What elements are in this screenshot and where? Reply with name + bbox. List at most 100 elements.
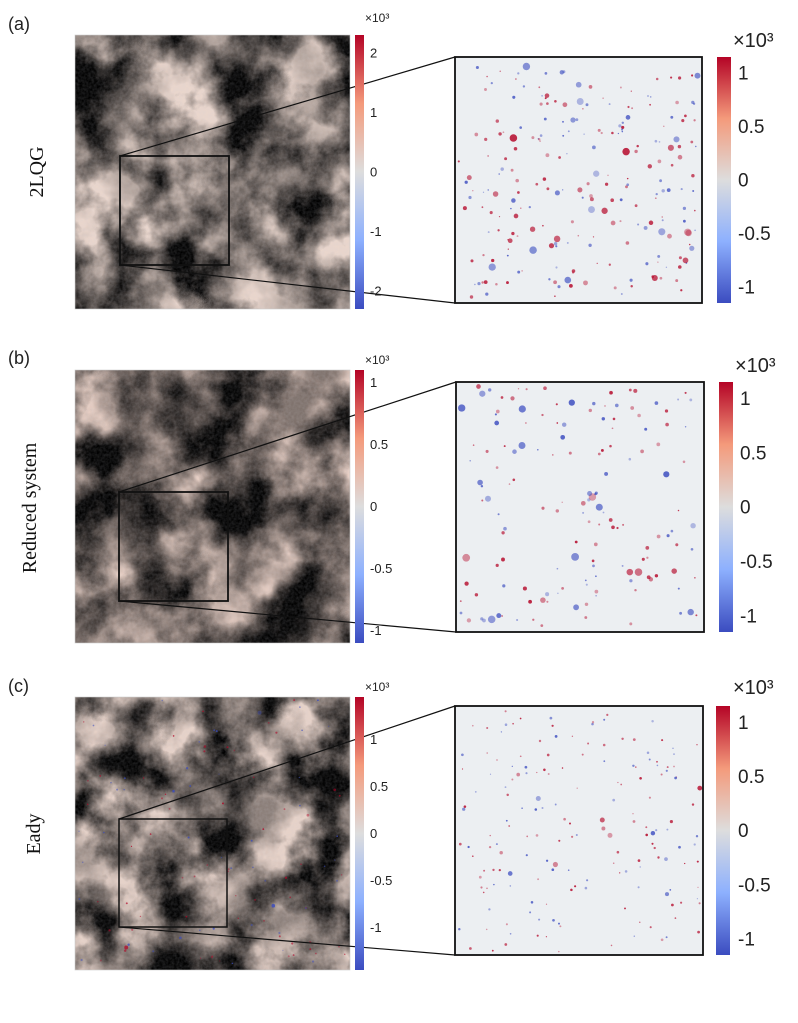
vortex-spot (474, 791, 477, 793)
vortex-spot (511, 765, 513, 767)
vortex-spot (660, 773, 663, 776)
vortex-spot (587, 520, 591, 524)
vortex-spot (617, 781, 619, 784)
vortex-spot (629, 622, 633, 626)
vortex-spot (210, 956, 214, 959)
vortex-spot (612, 862, 615, 865)
vortex-spot (539, 102, 543, 106)
vortex-spot (485, 292, 489, 296)
vortex-spot (649, 103, 651, 106)
vortex-spot (461, 753, 464, 757)
vortex-spot (694, 209, 696, 212)
vortex-spot (483, 869, 486, 872)
vortex-spot (585, 103, 589, 107)
vortex-spot (649, 926, 652, 929)
vortex-spot (560, 434, 566, 440)
vortex-spot (99, 959, 102, 962)
vortex-spot (647, 164, 652, 169)
main-field (74, 696, 351, 971)
vortex-spot (181, 876, 184, 879)
vortex-spot (571, 835, 574, 838)
vortex-spot (694, 229, 696, 232)
vortex-spot (502, 584, 506, 588)
zoom-box (118, 491, 229, 602)
vortex-spot (691, 803, 695, 806)
vortex-spot (575, 81, 582, 88)
vortex-spot (123, 788, 125, 791)
vortex-spot (526, 835, 529, 838)
vortex-spot (599, 817, 605, 823)
vortex-spot (500, 167, 504, 171)
vortex-spot (588, 206, 595, 214)
vortex-spot (678, 256, 682, 260)
vortex-spot (561, 767, 564, 769)
vortex-spot (525, 854, 528, 857)
vortex-spot (125, 902, 128, 905)
vortex-spot (557, 285, 561, 289)
vortex-spot (488, 388, 492, 392)
vortex-spot (632, 738, 636, 741)
vortex-spot (688, 243, 691, 246)
colorbar-tick-label: -1 (370, 920, 382, 935)
vortex-spot (506, 793, 509, 797)
vortex-spot (575, 833, 578, 837)
vortex-spot (211, 955, 214, 958)
vortex-spot (568, 399, 575, 406)
vortex-spot (645, 833, 648, 837)
colorbar-tick-label: 0.5 (370, 779, 388, 794)
vortex-spot (509, 932, 512, 935)
vortex-spot (612, 798, 616, 802)
vortex-spot (571, 735, 574, 737)
vortex-spot (123, 949, 127, 952)
vortex-spot (505, 819, 508, 822)
colorbar-tick-label: 0 (370, 826, 377, 841)
vortex-spot (577, 187, 583, 193)
vortex-spot (512, 478, 516, 482)
vortex-spot (664, 857, 668, 861)
vortex-spot (608, 103, 611, 106)
vortex-spot (657, 261, 659, 263)
vortex-spot (547, 773, 550, 775)
vortex-spot (681, 119, 685, 123)
vortex-spot (489, 834, 491, 837)
vortex-spot (639, 866, 641, 868)
vortex-spot (554, 735, 558, 738)
vortex-spot (584, 579, 587, 582)
vortex-spot (512, 95, 516, 99)
vortex-spot (462, 553, 471, 562)
vortex-spot (510, 207, 512, 210)
vortex-spot (556, 422, 559, 424)
vortex-spot (482, 618, 486, 623)
vortex-spot (573, 604, 579, 611)
vortex-spot (628, 388, 632, 392)
vortex-spot (254, 899, 256, 901)
vortex-spot (508, 825, 511, 827)
vortex-spot (506, 254, 509, 257)
vortex-spot (267, 721, 270, 724)
vortex-spot (697, 930, 700, 934)
vortex-spot (81, 861, 84, 864)
vortex-spot (488, 908, 491, 911)
vortex-spot (495, 563, 499, 568)
vortex-spot (538, 86, 541, 89)
panel-label: (a) (8, 14, 30, 34)
vortex-spot (666, 188, 671, 192)
vortex-spot (553, 280, 557, 285)
vortex-spot (562, 102, 568, 108)
zoom-connector (118, 926, 456, 956)
vortex-spot (299, 804, 301, 807)
colorbar-tick-label: 0.5 (740, 443, 766, 464)
vortex-spot (658, 228, 666, 236)
vortex-spot (554, 803, 557, 806)
vortex-spot (552, 861, 558, 868)
vortex-spot (127, 943, 130, 946)
vortex-spot (124, 777, 126, 780)
vortex-spot (674, 776, 677, 780)
vortex-spot (568, 451, 572, 455)
vortex-spot (480, 484, 484, 488)
vortex-spot (469, 460, 471, 462)
vortex-spot (607, 174, 609, 177)
vortex-spot (537, 448, 539, 451)
vortex-spot (480, 886, 483, 889)
vortex-spot (595, 503, 603, 511)
